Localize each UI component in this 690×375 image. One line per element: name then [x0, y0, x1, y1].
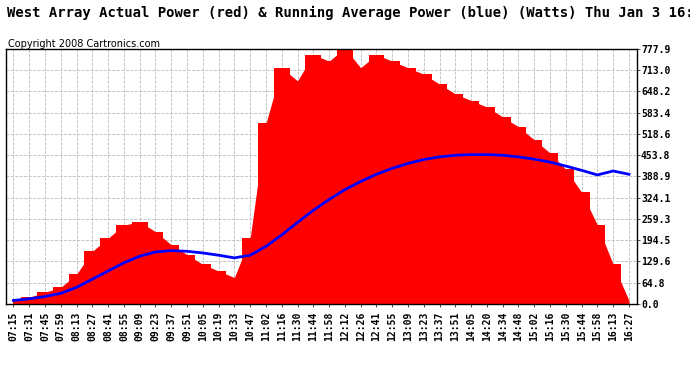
- Text: West Array Actual Power (red) & Running Average Power (blue) (Watts) Thu Jan 3 1: West Array Actual Power (red) & Running …: [7, 6, 690, 20]
- Text: Copyright 2008 Cartronics.com: Copyright 2008 Cartronics.com: [8, 39, 160, 50]
